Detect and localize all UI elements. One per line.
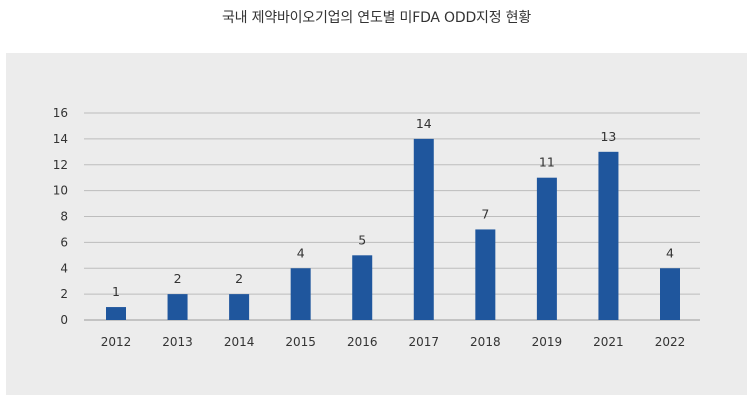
- y-tick-label: 8: [60, 210, 68, 224]
- bar: [660, 268, 680, 320]
- x-tick-label: 2014: [224, 335, 255, 349]
- y-tick-label: 6: [60, 235, 68, 249]
- bar: [536, 177, 557, 320]
- chart-title: 국내 제약바이오기업의 연도별 미FDA ODD지정 현황: [221, 10, 532, 26]
- y-tick-label: 12: [53, 158, 68, 172]
- x-tick-label: 2015: [285, 335, 316, 349]
- x-tick-label: 2013: [162, 335, 193, 349]
- data-label: 1: [112, 284, 120, 299]
- y-tick-label: 4: [60, 261, 68, 275]
- y-tick-label: 16: [53, 106, 68, 120]
- data-label: 4: [297, 245, 305, 260]
- bar: [229, 294, 250, 320]
- y-tick-label: 2: [60, 287, 68, 301]
- x-tick-label: 2017: [409, 335, 440, 349]
- bar: [167, 294, 188, 320]
- x-tick-label: 2018: [470, 335, 501, 349]
- bar: [290, 268, 311, 320]
- y-tick-label: 14: [53, 132, 68, 146]
- y-tick-label: 0: [60, 313, 68, 327]
- bar: [413, 138, 434, 320]
- y-tick-label: 10: [53, 184, 68, 198]
- bar: [106, 307, 126, 320]
- data-label: 2: [235, 271, 243, 286]
- x-tick-label: 2012: [101, 335, 132, 349]
- x-tick-label: 2021: [593, 335, 624, 349]
- x-tick-label: 2016: [347, 335, 378, 349]
- data-label: 2: [174, 271, 182, 286]
- x-tick-label: 2022: [655, 335, 686, 349]
- bar: [475, 229, 496, 320]
- data-label: 5: [358, 232, 366, 247]
- data-label: 11: [539, 155, 555, 170]
- data-label: 7: [481, 206, 489, 221]
- bar: [352, 255, 373, 320]
- data-label: 13: [600, 129, 616, 144]
- data-label: 14: [416, 116, 432, 131]
- data-label: 4: [666, 245, 674, 260]
- x-tick-label: 2019: [532, 335, 563, 349]
- plot-panel: [6, 53, 747, 395]
- bar: [598, 151, 619, 320]
